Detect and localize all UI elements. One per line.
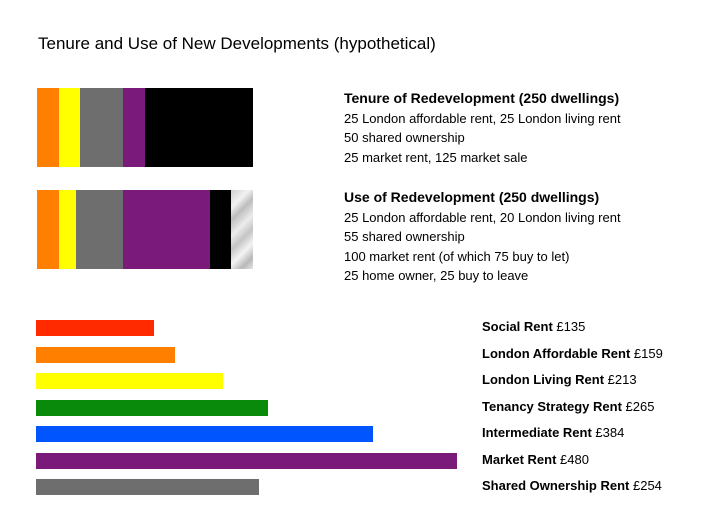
rent-label: Tenancy Strategy Rent £265 [482,399,654,414]
rent-label-name: London Affordable Rent [482,345,631,361]
rent-label: Intermediate Rent £384 [482,425,624,440]
tenure-segment-market-sale [145,88,253,167]
rent-label-name: Shared Ownership Rent [482,478,630,493]
tenure-segment-market-rent [123,88,145,167]
rent-label: Market Rent £480 [482,452,589,467]
rent-label-name: Intermediate Rent [482,425,592,440]
rent-label-name: Tenancy Strategy Rent [482,398,622,414]
use-legend-heading: Use of Redevelopment (250 dwellings) [344,189,600,205]
rent-label-name: London Living Rent [482,372,605,387]
rent-label-name: Market Rent [482,451,557,467]
use-segment-home-owner [209,190,232,269]
use-segment-buy-to-leave [231,190,253,269]
rent-label-value: £159 [630,345,663,361]
tenure-legend-line: 25 London affordable rent, 25 London liv… [344,110,621,126]
use-segment-market-rent [123,190,210,269]
use-legend: Use of Redevelopment (250 dwellings) 25 … [344,188,621,286]
tenure-legend-heading: Tenure of Redevelopment (250 dwellings) [344,90,620,106]
tenure-segment-london-living-rent [58,88,81,167]
rent-label-value: £254 [629,478,662,493]
tenure-legend: Tenure of Redevelopment (250 dwellings) … [344,89,621,167]
rent-label-name: Social Rent [482,319,553,334]
rent-label: London Affordable Rent £159 [482,346,663,361]
use-legend-line: 25 home owner, 25 buy to leave [344,268,529,283]
tenure-segment-london-affordable-rent [37,88,59,167]
use-legend-line: 100 market rent (of which 75 buy to let) [344,248,570,264]
use-legend-line: 55 shared ownership [344,229,465,244]
use-segment-london-living-rent [58,190,76,269]
use-legend-line: 25 London affordable rent, 20 London liv… [344,209,621,225]
use-segment-london-affordable-rent [37,190,59,269]
rent-bar-market-rent [36,452,457,469]
rent-bar-social-rent [36,320,155,336]
tenure-legend-line: 50 shared ownership [344,130,465,145]
rent-label: Social Rent £135 [482,319,585,334]
tenure-legend-line: 25 market rent, 125 market sale [344,149,528,165]
rent-label-value: £384 [591,425,625,440]
use-segment-shared-ownership [75,190,124,269]
chart-title: Tenure and Use of New Developments (hypo… [38,34,436,53]
rent-label-value: £213 [604,372,637,387]
rent-label-value: £135 [552,319,586,334]
rent-bar-tenancy-strategy-rent [36,399,269,416]
rent-label-value: £265 [621,398,655,414]
rent-bar-london-living-rent [36,373,223,389]
rent-label: London Living Rent £213 [482,372,637,387]
rent-label-value: £480 [556,451,589,467]
rent-bar-shared-ownership-rent [36,479,259,495]
rent-bar-intermediate-rent [36,426,373,442]
tenure-segment-shared-ownership [80,88,124,167]
rent-label: Shared Ownership Rent £254 [482,478,662,493]
rent-bar-london-affordable-rent [36,346,176,363]
